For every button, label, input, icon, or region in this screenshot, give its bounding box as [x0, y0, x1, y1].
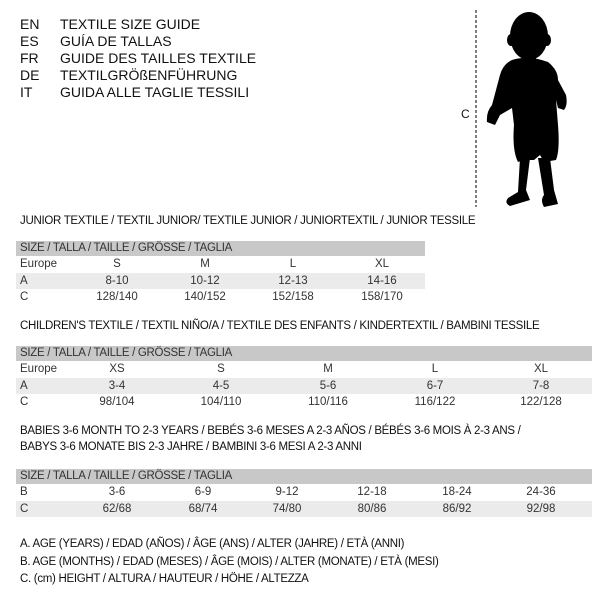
- table-cell: 98/104: [99, 396, 135, 408]
- table-cell: 104/110: [200, 396, 242, 408]
- lang-title: TEXTILGRÖßENFÜHRUNG: [60, 67, 238, 83]
- table-cell: 92/98: [526, 502, 556, 515]
- table-cell: 9-12: [275, 486, 299, 498]
- row-label: C: [20, 396, 29, 408]
- row-label: C: [20, 291, 29, 303]
- table-cell: S: [113, 258, 121, 270]
- table-row: C 98/104 104/110 110/116 116/122 122/128: [16, 394, 592, 411]
- size-header: SIZE / TALLA / TAILLE / GRÖSSE / TAGLIA: [16, 241, 425, 256]
- lang-code: FR: [20, 50, 39, 66]
- table-cell: 3-6: [108, 486, 126, 498]
- lang-code: EN: [20, 16, 40, 32]
- table-cell: 116/122: [414, 396, 456, 408]
- table-cell: L: [289, 258, 297, 270]
- lang-title: TEXTILE SIZE GUIDE: [60, 16, 201, 32]
- language-titles: EN TEXTILE SIZE GUIDE ES GUÍA DE TALLAS FR…: [0, 16, 440, 106]
- table-row: Europe XS S M L XL: [16, 361, 592, 378]
- table-row: C 128/140 140/152 152/158 158/170: [16, 289, 425, 306]
- lang-title: GUÍA DE TALLAS: [60, 33, 172, 49]
- table-cell: 12-18: [357, 486, 387, 498]
- table-cell: 24-36: [526, 486, 556, 498]
- junior-size-table: SIZE / TALLA / TAILLE / GRÖSSE / TAGLIA E…: [16, 241, 425, 306]
- row-label: C: [20, 502, 29, 515]
- table-cell: 62/68: [102, 502, 132, 515]
- table-cell: 18-24: [442, 486, 472, 498]
- table-cell: S: [217, 363, 225, 375]
- table-cell: 68/74: [188, 502, 218, 515]
- height-label: C: [461, 107, 470, 121]
- lang-title: GUIDE DES TAILLES TEXTILE: [60, 50, 257, 66]
- table-row: A 3-4 4-5 5-6 6-7 7-8: [16, 377, 592, 394]
- table-cell: 110/116: [308, 396, 348, 408]
- table-cell: 152/158: [272, 291, 314, 303]
- legend-c: C. (cm) HEIGHT / ALTURA / HAUTEUR / HÖHE…: [20, 573, 309, 585]
- row-label: A: [20, 274, 28, 287]
- table-row: A 8-10 10-12 12-13 14-16: [16, 272, 425, 289]
- table-cell: 74/80: [272, 502, 302, 515]
- table-cell: 86/92: [442, 502, 472, 515]
- table-cell: 158/170: [361, 291, 403, 303]
- babies-table-title-2: BABYS 3-6 MONATE BIS 2-3 JAHRE / BAMBINI…: [20, 441, 362, 453]
- toddler-silhouette-icon: [475, 10, 567, 207]
- row-label: A: [20, 379, 28, 392]
- table-cell: XS: [109, 363, 125, 375]
- table-cell: 80/86: [357, 502, 387, 515]
- table-cell: 10-12: [190, 274, 220, 287]
- table-cell: XL: [533, 363, 549, 375]
- table-cell: XL: [374, 258, 390, 270]
- table-cell: 4-5: [212, 379, 230, 392]
- lang-code: IT: [20, 84, 33, 100]
- lang-code: ES: [20, 33, 39, 49]
- table-row: Europe S M L XL: [16, 256, 425, 273]
- table-row: B 3-6 6-9 9-12 12-18 18-24 24-36: [16, 484, 592, 501]
- table-cell: 7-8: [532, 379, 550, 392]
- row-label: Europe: [20, 363, 58, 375]
- table-cell: 128/140: [96, 291, 138, 303]
- table-cell: 8-10: [105, 274, 129, 287]
- legend-b: B. AGE (MONTHS) / EDAD (MESES) / ÂGE (MO…: [20, 556, 439, 568]
- table-cell: 6-7: [426, 379, 444, 392]
- row-label: Europe: [20, 258, 58, 270]
- row-label: B: [20, 486, 28, 498]
- table-cell: M: [200, 258, 210, 270]
- height-figure: C: [440, 0, 600, 215]
- table-cell: 14-16: [367, 274, 397, 287]
- table-cell: 3-4: [108, 379, 126, 392]
- children-size-table: SIZE / TALLA / TAILLE / GRÖSSE / TAGLIA E…: [16, 346, 592, 411]
- babies-table-title: BABIES 3-6 MONTH TO 2-3 YEARS / BEBÉS 3-…: [20, 425, 521, 437]
- table-cell: 5-6: [319, 379, 337, 392]
- babies-size-table: SIZE / TALLA / TAILLE / GRÖSSE / TAGLIA B…: [16, 469, 592, 517]
- lang-code: DE: [20, 67, 40, 83]
- table-cell: 122/128: [520, 396, 562, 408]
- size-header: SIZE / TALLA / TAILLE / GRÖSSE / TAGLIA: [16, 469, 592, 484]
- table-cell: M: [323, 363, 333, 375]
- table-cell: 6-9: [194, 486, 212, 498]
- legend-a: A. AGE (YEARS) / EDAD (AÑOS) / ÂGE (ANS)…: [20, 538, 405, 550]
- table-cell: 12-13: [278, 274, 308, 287]
- table-cell: 140/152: [184, 291, 226, 303]
- table-row: C 62/68 68/74 74/80 80/86 86/92 92/98: [16, 500, 592, 517]
- children-table-title: CHILDREN'S TEXTILE / TEXTIL NIÑO/A / TEX…: [20, 320, 540, 332]
- junior-table-title: JUNIOR TEXTILE / TEXTIL JUNIOR/ TEXTILE …: [20, 215, 476, 227]
- lang-title: GUIDA ALLE TAGLIE TESSILI: [60, 84, 250, 100]
- table-cell: L: [431, 363, 439, 375]
- size-header: SIZE / TALLA / TAILLE / GRÖSSE / TAGLIA: [16, 346, 592, 361]
